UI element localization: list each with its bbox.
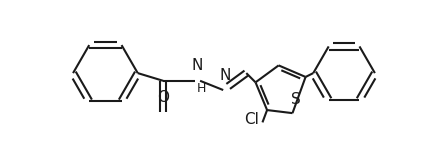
Text: H: H xyxy=(197,82,207,95)
Text: N: N xyxy=(219,68,230,83)
Text: O: O xyxy=(157,90,169,105)
Text: Cl: Cl xyxy=(244,112,259,127)
Text: N: N xyxy=(191,58,203,73)
Text: S: S xyxy=(292,92,301,107)
